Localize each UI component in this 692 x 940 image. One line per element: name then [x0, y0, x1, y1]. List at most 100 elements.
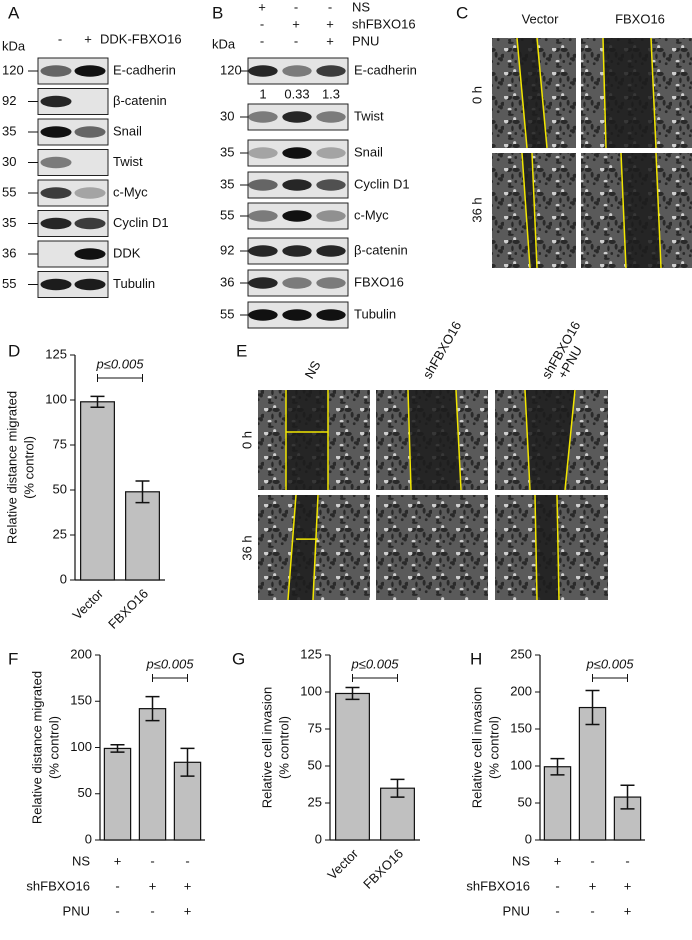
kda-marker: 35	[2, 215, 16, 230]
condition-sign: +	[554, 853, 562, 868]
kda-marker: 36	[220, 274, 234, 289]
y-tick-label: 150	[510, 720, 532, 735]
y-axis-label: (% control)	[276, 716, 291, 779]
y-axis-label: Relative cell invasion	[469, 687, 484, 808]
protein-label: Snail	[113, 123, 142, 138]
wound-edge	[312, 494, 319, 601]
significance-bracket	[352, 674, 398, 682]
quantification: 1.3	[322, 86, 340, 101]
y-tick-label: 75	[53, 436, 67, 451]
protein-label: Tubulin	[354, 306, 396, 321]
band	[248, 210, 278, 222]
band	[316, 309, 346, 321]
band	[248, 309, 278, 321]
wound-gap	[535, 495, 559, 600]
protein-label: Cyclin D1	[113, 215, 169, 230]
bar	[80, 401, 115, 581]
condition-sign: +	[184, 878, 192, 893]
p-value: p≤0.005	[96, 356, 145, 371]
bar	[543, 766, 572, 841]
lane-sign: -	[58, 31, 62, 46]
kda-marker: 55	[2, 184, 16, 199]
band	[282, 210, 312, 222]
y-axis-label: (% control)	[21, 436, 36, 499]
error-bar	[110, 743, 125, 753]
x-tick-label: Vector	[69, 585, 106, 622]
wound-edge	[287, 494, 297, 601]
band	[74, 278, 106, 291]
band	[40, 156, 72, 169]
condition-sign: +	[149, 878, 157, 893]
lane-sign: -	[328, 0, 332, 14]
lane-sign: +	[292, 16, 300, 31]
condition-label: PNU	[352, 33, 379, 48]
y-tick-label: 0	[60, 571, 67, 586]
error-bar	[345, 686, 360, 701]
panel-label: F	[8, 649, 18, 668]
band	[40, 65, 72, 77]
condition-sign: +	[114, 853, 122, 868]
y-tick-label: 0	[85, 831, 92, 846]
error-bar	[585, 689, 600, 726]
treatment-label: DDK-FBXO16	[100, 31, 182, 46]
wound-edge	[556, 494, 560, 601]
bar	[335, 692, 370, 841]
lane-sign: -	[260, 16, 264, 31]
band	[316, 111, 346, 123]
x-tick-label: FBXO16	[105, 586, 151, 632]
condition-label: shFBXO16	[352, 16, 416, 31]
y-tick-label: 150	[70, 693, 92, 708]
protein-label: Cyclin D1	[354, 176, 410, 191]
condition-label: shFBXO16	[26, 878, 90, 893]
y-tick-label: 100	[45, 391, 67, 406]
band	[248, 147, 278, 159]
panel-label: E	[236, 341, 247, 360]
wound-edge	[564, 389, 576, 491]
y-tick-label: 125	[45, 346, 67, 361]
y-tick-label: 125	[300, 646, 322, 661]
condition-sign: +	[624, 903, 632, 918]
row-label: 36 h	[239, 535, 254, 560]
bar	[578, 706, 607, 841]
kda-marker: 35	[220, 144, 234, 159]
wound-edge	[521, 152, 531, 269]
y-axis-label: Relative cell invasion	[259, 687, 274, 808]
band	[316, 210, 346, 222]
row-label: 36 h	[469, 197, 484, 222]
band	[316, 277, 346, 289]
condition-label: NS	[512, 853, 530, 868]
wound-edge	[536, 37, 548, 149]
protein-label: FBXO16	[354, 274, 404, 289]
wound-edge	[407, 389, 412, 491]
y-tick-label: 0	[315, 831, 322, 846]
error-bar	[145, 695, 160, 722]
band	[248, 179, 278, 191]
band	[40, 217, 72, 230]
lane-sign: +	[258, 0, 266, 14]
panel-label: C	[456, 3, 468, 22]
y-tick-label: 50	[518, 794, 532, 809]
error-bar	[180, 747, 195, 777]
row-label: 0 h	[239, 431, 254, 449]
condition-sign: -	[115, 903, 119, 918]
x-tick-label: FBXO16	[360, 846, 406, 892]
kda-marker: 35	[2, 123, 16, 138]
wound-edge	[531, 152, 538, 269]
condition-label: shFBXO16	[466, 878, 530, 893]
y-tick-label: 200	[70, 646, 92, 661]
protein-label: c-Myc	[113, 184, 148, 199]
y-tick-label: 100	[70, 739, 92, 754]
condition-label: NS	[352, 0, 370, 14]
protein-label: β-catenin	[113, 93, 167, 108]
kda-marker: 120	[220, 62, 242, 77]
band	[316, 147, 346, 159]
micrograph	[376, 495, 488, 600]
error-bar	[550, 757, 565, 776]
protein-label: E-cadherin	[113, 62, 176, 77]
lane-sign: +	[326, 16, 334, 31]
column-label: FBXO16	[615, 11, 665, 26]
band	[282, 277, 312, 289]
band	[282, 65, 312, 77]
y-tick-label: 25	[53, 526, 67, 541]
band	[282, 147, 312, 159]
